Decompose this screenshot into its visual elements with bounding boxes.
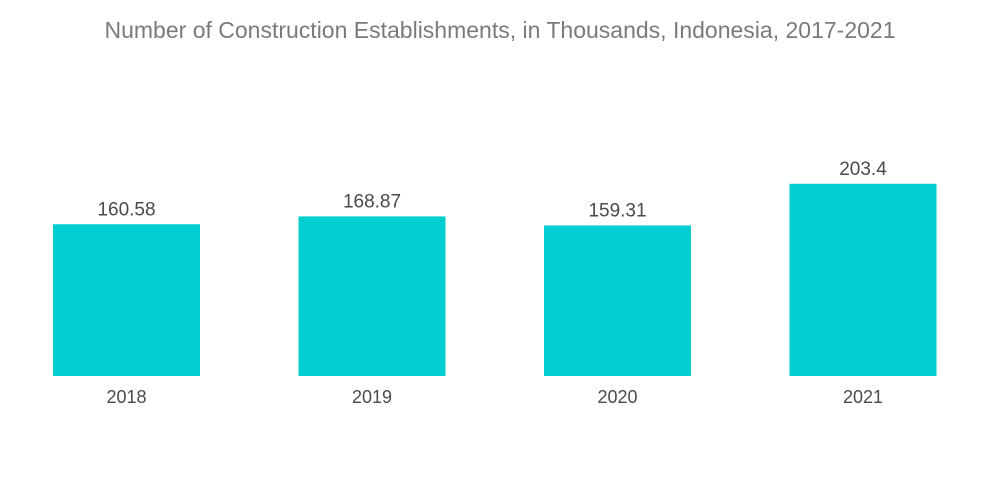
labels-layer: 160.58 2018 168.87 2019 159.31 2020 203.4 2021: [97, 159, 887, 407]
bar-2021: [789, 183, 937, 376]
chart-title: Number of Construction Establishments, i…: [104, 17, 896, 43]
x-tick-label-2019: 2019: [352, 387, 392, 407]
bar-2020: [544, 225, 691, 376]
x-tick-label-2021: 2021: [843, 387, 883, 407]
bar-2018: [53, 224, 200, 376]
bar-2019: [298, 216, 446, 376]
value-label-2020: 159.31: [588, 200, 646, 221]
value-label-2018: 160.58: [97, 199, 155, 220]
value-label-2019: 168.87: [343, 191, 401, 212]
value-label-2021: 203.4: [839, 159, 887, 180]
bars-layer: [53, 183, 937, 376]
x-tick-label-2018: 2018: [106, 387, 146, 407]
x-tick-label-2020: 2020: [597, 387, 637, 407]
